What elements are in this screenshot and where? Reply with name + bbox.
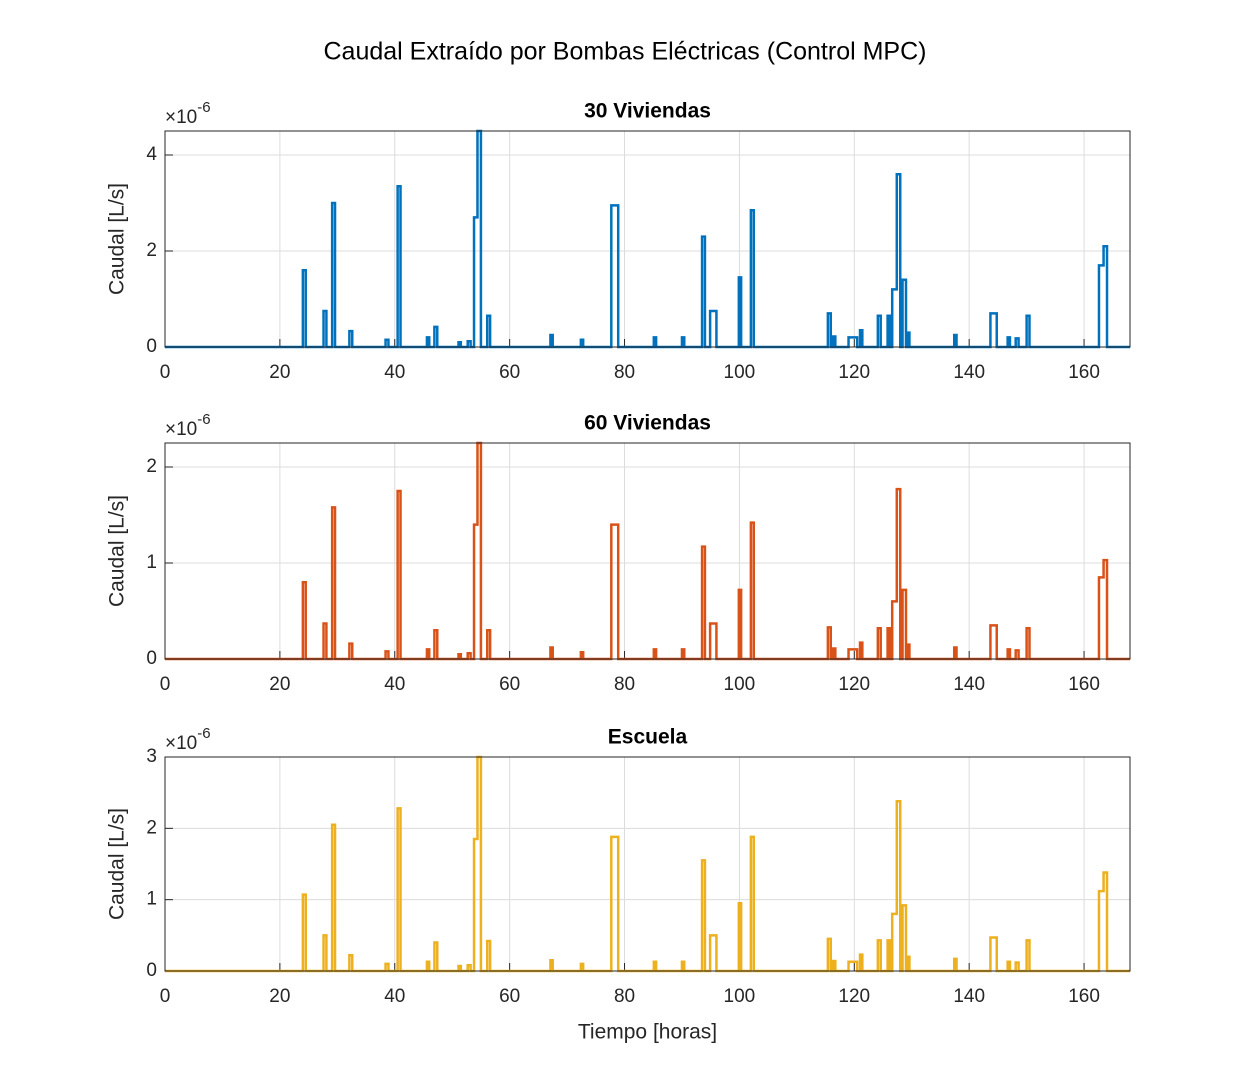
x-tick-label: 20	[269, 674, 290, 695]
x-axis-label: Tiempo [horas]	[578, 1021, 717, 1044]
x-tick-label: 80	[614, 674, 635, 695]
y-axis-label: Caudal [L/s]	[106, 495, 129, 607]
x-tick-label: 0	[160, 986, 171, 1007]
axes-box	[164, 442, 1131, 660]
data-line	[165, 129, 1130, 349]
y-tick-label: 0	[146, 960, 157, 981]
axes-box	[164, 756, 1131, 972]
multiplier-base: ×10	[165, 733, 197, 754]
x-tick-label: 120	[838, 986, 870, 1007]
y-tick-label: 1	[146, 889, 157, 910]
x-tick-label: 140	[953, 986, 985, 1007]
multiplier-exponent: -6	[197, 99, 210, 116]
x-tick-label: 80	[614, 362, 635, 383]
x-tick-label: 0	[160, 674, 171, 695]
y-tick-label: 4	[146, 144, 157, 165]
x-tick-label: 60	[499, 674, 520, 695]
plot-area	[165, 757, 1130, 971]
x-tick-label: 80	[614, 986, 635, 1007]
x-tick-label: 40	[384, 362, 405, 383]
x-tick-label: 40	[384, 674, 405, 695]
x-tick-label: 160	[1068, 674, 1100, 695]
x-tick-label: 20	[269, 362, 290, 383]
y-tick-label: 3	[146, 746, 157, 767]
x-tick-label: 100	[724, 986, 756, 1007]
multiplier-exponent: -6	[197, 411, 210, 428]
x-tick-label: 100	[724, 674, 756, 695]
multiplier-base: ×10	[165, 107, 197, 128]
figure-title: Caudal Extraído por Bombas Eléctricas (C…	[323, 38, 926, 66]
x-tick-label: 100	[724, 362, 756, 383]
axes-box	[164, 130, 1131, 348]
x-tick-label: 60	[499, 362, 520, 383]
x-tick-label: 140	[953, 674, 985, 695]
x-tick-label: 120	[838, 362, 870, 383]
y-tick-label: 2	[146, 817, 157, 838]
x-tick-label: 60	[499, 986, 520, 1007]
y-tick-label: 0	[146, 336, 157, 357]
subplot-title: Escuela	[608, 726, 688, 749]
y-axis-label: Caudal [L/s]	[106, 808, 129, 920]
y-tick-label: 0	[146, 648, 157, 669]
x-tick-label: 40	[384, 986, 405, 1007]
data-line	[165, 755, 1130, 973]
y-tick-label: 1	[146, 552, 157, 573]
data-line	[165, 441, 1130, 661]
x-tick-label: 160	[1068, 362, 1100, 383]
subplot-title: 30 Viviendas	[584, 100, 711, 123]
y-axis-label: Caudal [L/s]	[106, 183, 129, 295]
x-tick-label: 20	[269, 986, 290, 1007]
x-tick-label: 140	[953, 362, 985, 383]
plot-area	[165, 443, 1130, 659]
x-tick-label: 160	[1068, 986, 1100, 1007]
x-tick-label: 120	[838, 674, 870, 695]
y-multiplier: ×10-6	[165, 99, 211, 128]
y-multiplier: ×10-6	[165, 725, 211, 754]
multiplier-exponent: -6	[197, 725, 210, 742]
y-tick-label: 2	[146, 240, 157, 261]
x-tick-label: 0	[160, 362, 171, 383]
plot-area	[165, 131, 1130, 347]
multiplier-base: ×10	[165, 419, 197, 440]
subplot-title: 60 Viviendas	[584, 412, 711, 435]
y-multiplier: ×10-6	[165, 411, 211, 440]
y-tick-label: 2	[146, 456, 157, 477]
